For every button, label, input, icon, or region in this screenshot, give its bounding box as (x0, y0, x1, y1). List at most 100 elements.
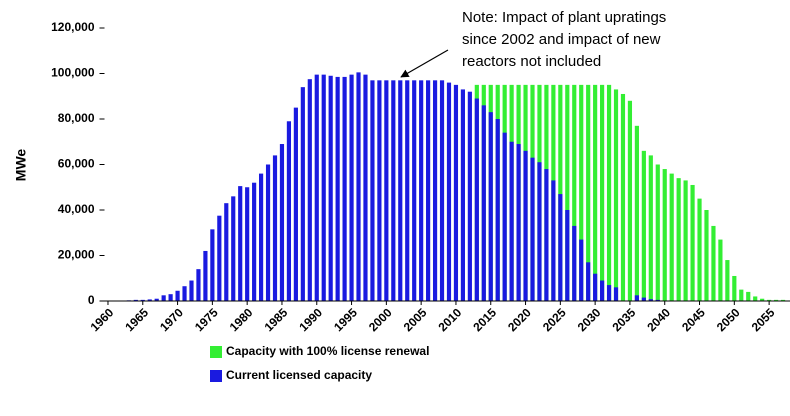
x-tick-label: 2000 (366, 305, 395, 334)
bar (593, 273, 598, 301)
bar (739, 289, 744, 301)
x-tick-label: 1965 (122, 305, 151, 334)
bar (314, 74, 319, 301)
bar (279, 144, 285, 301)
bar (238, 186, 243, 301)
bar (154, 298, 159, 301)
y-tick-label: 100,000 (51, 66, 95, 80)
bar (370, 80, 375, 301)
bar (586, 84, 591, 301)
x-tick-label: 2015 (470, 305, 499, 334)
bar (641, 297, 646, 301)
bar (258, 173, 264, 301)
bar (175, 290, 180, 301)
bar (307, 79, 312, 301)
bar (168, 294, 173, 301)
bar (356, 72, 361, 301)
bar (412, 80, 417, 301)
bar (600, 280, 605, 301)
x-tick-label: 2040 (644, 305, 673, 334)
bar (377, 80, 382, 301)
bar (293, 107, 298, 301)
bar (224, 203, 229, 301)
bar (426, 80, 431, 301)
bar (648, 299, 653, 301)
x-tick-label: 1980 (227, 305, 256, 334)
x-tick-label: 1990 (296, 305, 325, 334)
x-tick-label: 1975 (192, 305, 221, 334)
bar (753, 296, 758, 301)
bar (432, 80, 438, 301)
bar (600, 84, 605, 301)
legend-swatch (210, 370, 222, 382)
x-tick-label: 2025 (540, 305, 569, 334)
x-tick-label: 2055 (749, 305, 778, 334)
bar (613, 287, 619, 301)
bar (147, 299, 152, 301)
y-tick-label: 60,000 (58, 157, 95, 171)
x-tick-label: 2005 (401, 305, 430, 334)
bar (558, 194, 563, 301)
bar (161, 295, 166, 301)
bar (509, 141, 514, 301)
x-tick-label: 2050 (714, 305, 743, 334)
x-tick-label: 2030 (575, 305, 604, 334)
bar (502, 132, 507, 301)
bar (300, 87, 305, 302)
bar (711, 225, 716, 301)
bar (439, 80, 445, 301)
bar (725, 260, 730, 301)
bar (203, 250, 208, 301)
legend-label: Current licensed capacity (226, 368, 372, 382)
bar (544, 169, 549, 301)
y-tick-label: 20,000 (58, 248, 95, 262)
bar (419, 80, 424, 301)
x-tick-label: 2045 (679, 305, 708, 334)
bar (662, 169, 667, 301)
bar (252, 182, 257, 301)
x-tick-label: 2010 (436, 305, 465, 334)
bar (718, 239, 723, 301)
bar (495, 119, 500, 301)
x-tick-label: 2035 (610, 305, 639, 334)
bar (613, 89, 619, 301)
bar (606, 285, 612, 301)
y-tick-label: 120,000 (51, 20, 95, 34)
bar (641, 150, 646, 301)
bar (530, 157, 535, 301)
bar (272, 155, 278, 301)
annotation-arrow (400, 49, 449, 78)
bar (558, 84, 563, 301)
bar (286, 121, 292, 302)
bar (690, 184, 695, 301)
bar (732, 275, 737, 301)
bar (760, 298, 765, 301)
bar (210, 229, 215, 301)
bar (384, 80, 389, 301)
y-tick-label: 0 (88, 293, 95, 307)
bar (572, 84, 577, 301)
bar (551, 180, 556, 301)
bar (516, 144, 521, 301)
bar (140, 299, 145, 301)
bar (335, 76, 340, 301)
bar (391, 80, 396, 301)
bar (523, 150, 528, 301)
bar (676, 178, 681, 301)
legend-swatch (210, 346, 222, 358)
bar (398, 80, 403, 301)
annotation: reactors not included (462, 53, 601, 70)
bar (474, 98, 479, 302)
bar (453, 84, 459, 301)
x-tick-label: 2020 (505, 305, 534, 334)
bar (586, 262, 591, 301)
y-tick-label: 80,000 (58, 111, 95, 125)
bar (342, 76, 347, 301)
bar (773, 299, 779, 301)
bar (265, 164, 271, 301)
bar (488, 112, 493, 301)
bar (460, 89, 465, 301)
bar (196, 269, 201, 301)
legend-label: Capacity with 100% license renewal (226, 344, 429, 358)
